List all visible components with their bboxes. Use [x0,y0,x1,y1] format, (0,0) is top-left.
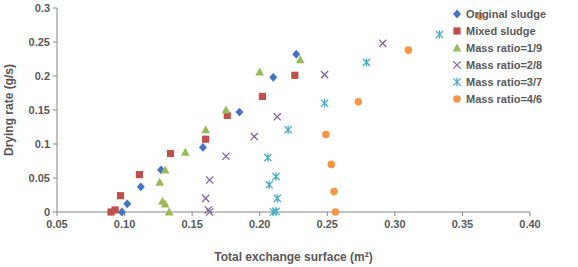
y-tick-label: 0.05 [29,172,50,184]
legend-label: Mass ratio=4/6 [466,93,542,105]
point [328,161,336,169]
chart: 0.050.100.150.200.250.300.350.4000.050.1… [0,0,578,267]
point [269,73,277,82]
y-tick [53,8,57,9]
legend: Original sludge Mixed sludge Mass ratio=1/… [453,8,546,105]
y-tick [53,178,57,179]
x-tick [192,212,193,216]
point [205,206,212,213]
point [405,46,413,54]
point [355,98,363,106]
point [292,50,300,59]
y-tick [53,212,57,213]
point [202,136,209,143]
legend-marker [453,78,460,86]
plot-marks [107,12,483,216]
x-tick [259,212,260,216]
y-tick [53,42,57,43]
point [137,182,145,191]
point [222,153,229,160]
point [296,55,305,63]
point [251,133,258,140]
legend-marker [453,27,460,34]
point [272,207,279,215]
legend-marker [453,95,461,103]
point [117,192,124,199]
legend-label: Mixed sludge [466,25,536,37]
point [266,181,273,189]
x-axis-title: Total exchange surface (m²) [214,250,372,264]
legend-marker [453,44,462,52]
point [259,93,266,100]
legend-label: Original sludge [466,8,546,20]
point [284,126,291,134]
point [199,143,207,152]
legend-label: Mass ratio=1/9 [466,42,542,54]
x-axis-line [57,212,530,213]
legend-label: Mass ratio=2/8 [466,59,542,71]
x-tick-label: 0.40 [519,218,540,230]
point [155,178,164,186]
x-tick-label: 0.20 [249,218,270,230]
x-tick-label: 0.35 [452,218,473,230]
point [161,165,170,173]
series [264,30,443,216]
y-tick [53,76,57,77]
point [379,40,386,47]
legend-marker [453,10,461,19]
x-tick [462,212,463,216]
series [322,12,484,215]
x-tick [530,212,531,216]
x-tick [327,212,328,216]
series [202,40,386,216]
point [235,108,243,117]
point [167,150,174,157]
point [202,195,209,202]
legend-marker [453,61,460,68]
point [274,113,281,120]
y-tick-label: 0.25 [29,36,50,48]
y-tick [53,144,57,145]
point [255,68,264,76]
point [322,131,330,139]
x-tick [57,212,58,216]
point [321,71,328,78]
point [332,208,340,216]
y-tick-label: 0.15 [29,104,50,116]
point [181,148,190,156]
y-tick [53,110,57,111]
x-tick-label: 0.15 [181,218,202,230]
point [321,99,328,107]
y-axis-title: Drying rate (g/s) [2,64,16,156]
point [136,171,143,178]
x-tick-label: 0.05 [46,218,67,230]
legend-label: Mass ratio=3/7 [466,76,542,88]
point [272,172,279,180]
y-tick-label: 0.2 [35,70,50,82]
point [330,188,338,196]
point [363,58,370,66]
point [118,208,126,217]
point [112,206,119,213]
x-tick [394,212,395,216]
y-tick-label: 0.1 [35,138,50,150]
point [291,72,298,79]
y-tick-label: 0 [44,206,50,218]
series [155,55,304,215]
point [201,125,210,133]
series [118,50,300,217]
x-tick-label: 0.25 [317,218,338,230]
y-tick-label: 0.3 [35,2,50,14]
series [107,72,298,216]
point [274,194,281,202]
x-tick-label: 0.30 [384,218,405,230]
point [222,106,231,114]
point [264,153,271,161]
x-tick-label: 0.10 [114,218,135,230]
point [436,30,443,38]
point [206,176,213,183]
point [123,199,131,208]
point [158,197,167,205]
point [165,208,174,216]
